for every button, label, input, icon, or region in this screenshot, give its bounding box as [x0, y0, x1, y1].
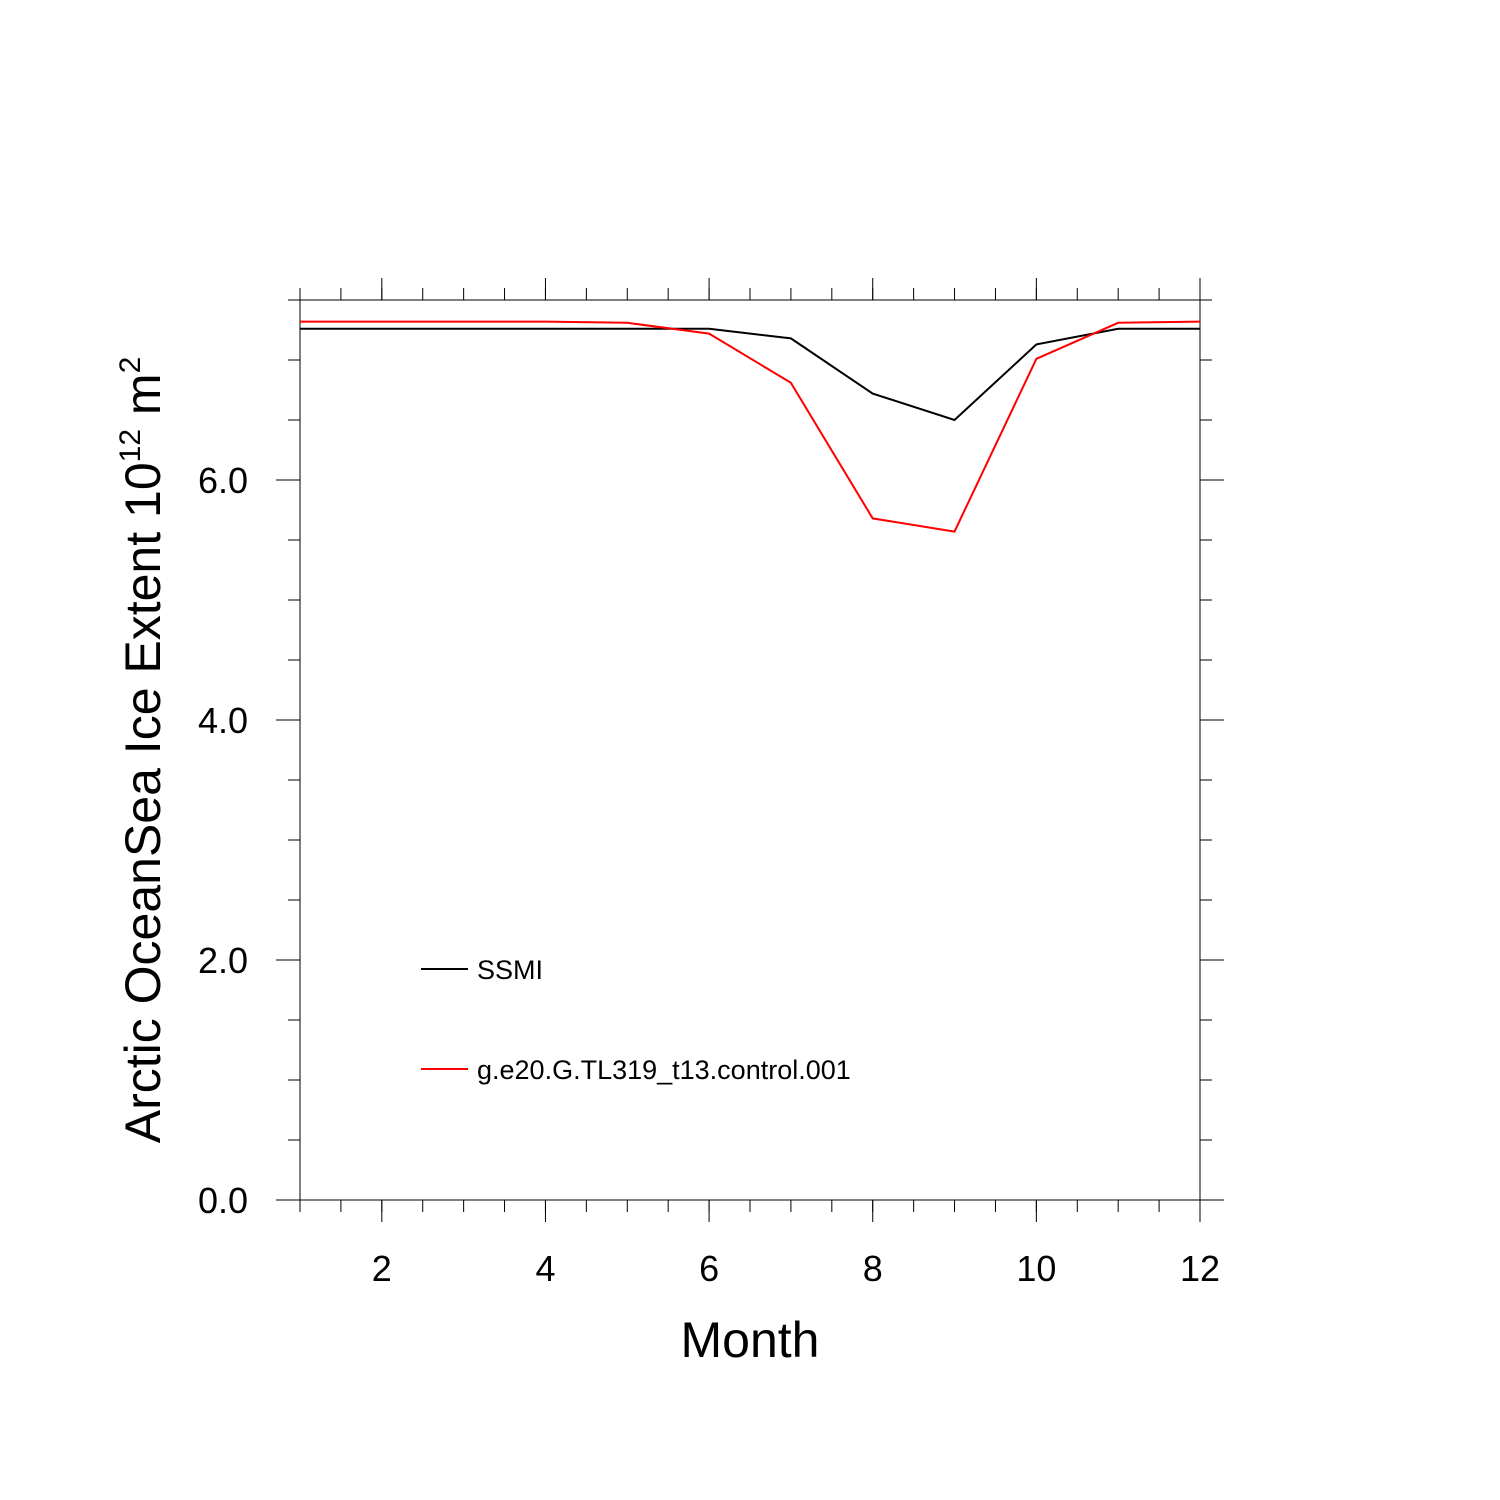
x-axis-title: Month [681, 1312, 820, 1368]
x-tick-label: 8 [863, 1248, 883, 1289]
legend: SSMI g.e20.G.TL319_t13.control.001 [421, 955, 851, 1085]
y-axis-title: Arctic OceanSea Ice Extent 1012 m2 [114, 357, 171, 1144]
legend-label: SSMI [477, 955, 543, 985]
y-axis-title-main: Arctic OceanSea Ice Extent 10 [115, 462, 171, 1143]
legend-label: g.e20.G.TL319_t13.control.001 [477, 1055, 851, 1085]
x-tick-label: 10 [1016, 1248, 1056, 1289]
y-axis-title-unit-exponent: 2 [114, 357, 147, 374]
y-tick-label: 4.0 [198, 700, 248, 741]
series-line-ssmi [300, 327, 1200, 422]
y-tick-label: 0.0 [198, 1180, 248, 1221]
x-tick-label: 4 [535, 1248, 555, 1289]
x-tick-label: 12 [1180, 1248, 1220, 1289]
y-axis-title-exponent: 12 [114, 429, 147, 462]
series-line-model [300, 320, 1201, 533]
x-tick-label: 2 [372, 1248, 392, 1289]
y-tick-label: 2.0 [198, 940, 248, 981]
x-tick-label: 6 [699, 1248, 719, 1289]
axes: 2 4 6 8 10 12 0.0 2.0 4.0 6.0 [198, 278, 1224, 1289]
y-axis-title-unit: m [115, 373, 171, 429]
y-tick-label: 6.0 [198, 460, 248, 501]
series-layer [300, 320, 1201, 533]
